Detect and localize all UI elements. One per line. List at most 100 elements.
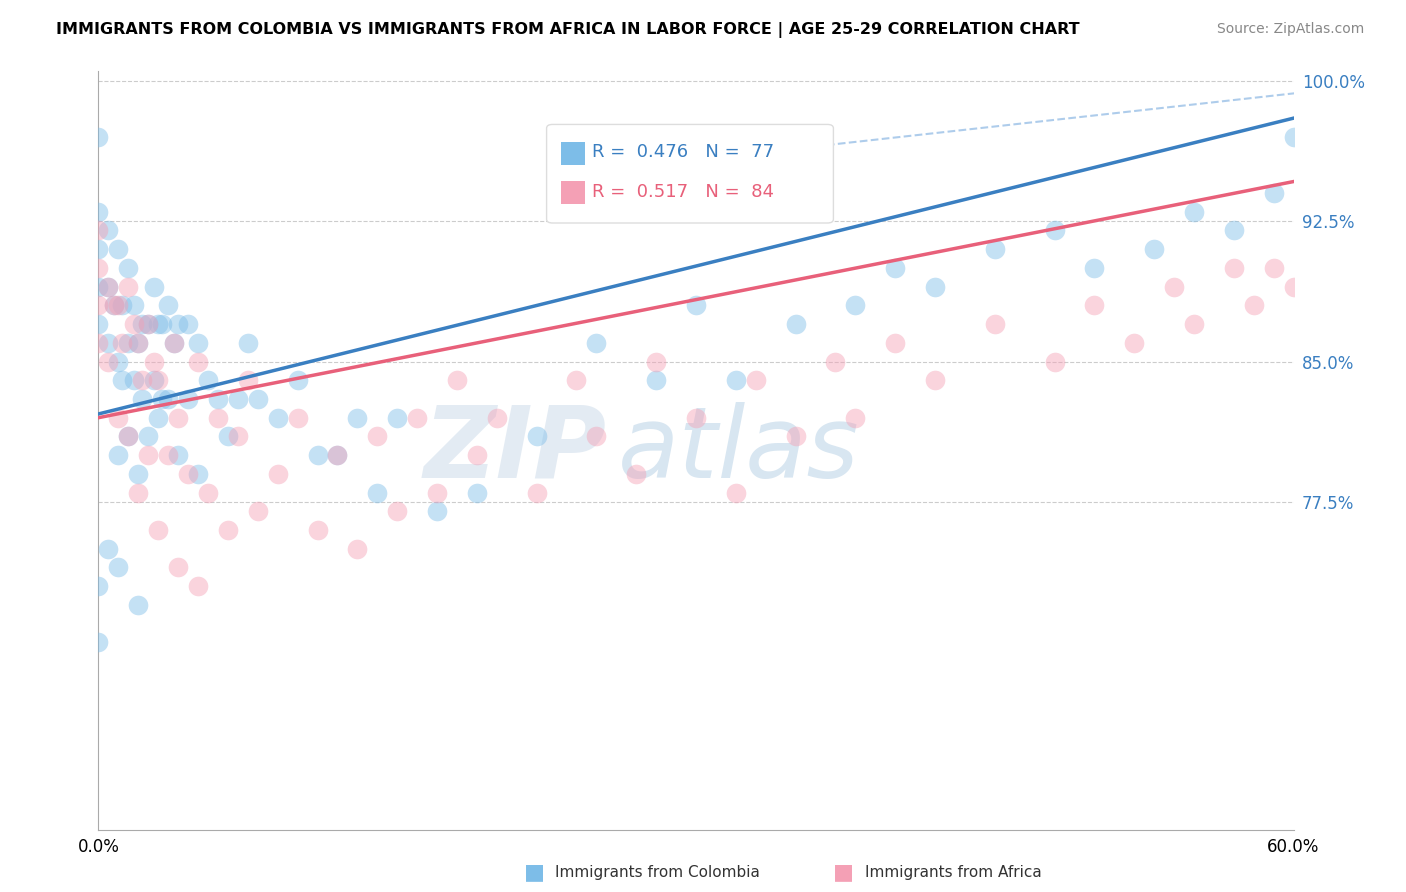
Point <box>785 317 807 331</box>
Point <box>127 335 149 350</box>
Point <box>1043 223 1066 237</box>
Point <box>87 298 110 312</box>
Point <box>97 279 120 293</box>
Point <box>87 204 110 219</box>
Point <box>385 410 409 425</box>
Point <box>267 467 290 481</box>
Point <box>131 373 153 387</box>
Point <box>103 298 125 312</box>
Point <box>217 523 239 537</box>
Text: R =  0.517   N =  84: R = 0.517 N = 84 <box>592 183 773 201</box>
Point <box>157 392 180 406</box>
Point <box>406 410 429 425</box>
Point <box>1343 260 1365 275</box>
Point <box>197 485 219 500</box>
Point <box>984 317 1007 331</box>
Point <box>111 298 134 312</box>
Point <box>167 410 190 425</box>
Point <box>326 448 349 462</box>
Point <box>107 448 129 462</box>
Point <box>685 410 707 425</box>
Point <box>924 279 946 293</box>
Point <box>87 635 110 649</box>
Point <box>307 448 329 462</box>
Point <box>87 223 110 237</box>
Point <box>884 335 907 350</box>
Point <box>1282 129 1305 144</box>
Text: Immigrants from Colombia: Immigrants from Colombia <box>555 865 761 880</box>
Point <box>131 317 153 331</box>
Point <box>136 448 159 462</box>
Point <box>107 410 129 425</box>
Point <box>465 448 488 462</box>
Point <box>111 373 134 387</box>
Point <box>1243 298 1265 312</box>
Point <box>465 485 488 500</box>
Point <box>446 373 468 387</box>
Point <box>87 260 110 275</box>
Point <box>366 485 388 500</box>
Point <box>143 373 166 387</box>
Point <box>585 429 607 443</box>
Text: atlas: atlas <box>619 402 860 499</box>
Point <box>127 467 149 481</box>
Point <box>226 392 249 406</box>
Point <box>1143 242 1166 256</box>
Point <box>1263 186 1285 200</box>
Point <box>187 335 209 350</box>
Point <box>307 523 329 537</box>
Point <box>1083 298 1105 312</box>
Point <box>1182 204 1205 219</box>
Point <box>127 485 149 500</box>
Point <box>177 317 200 331</box>
Point <box>526 429 548 443</box>
Point <box>157 448 180 462</box>
Point <box>197 373 219 387</box>
Point <box>1223 260 1246 275</box>
Point <box>1043 354 1066 368</box>
Text: ■: ■ <box>834 863 853 882</box>
Point <box>626 467 648 481</box>
Point <box>267 410 290 425</box>
Point <box>1123 335 1146 350</box>
Point <box>107 298 129 312</box>
Point <box>150 392 173 406</box>
Point <box>1163 279 1185 293</box>
Point <box>87 579 110 593</box>
Point <box>226 429 249 443</box>
Text: ZIP: ZIP <box>423 402 606 499</box>
Point <box>207 392 229 406</box>
Point <box>117 279 139 293</box>
FancyBboxPatch shape <box>561 181 585 204</box>
Point <box>127 335 149 350</box>
Point <box>844 410 866 425</box>
Point <box>124 317 146 331</box>
Point <box>187 354 209 368</box>
Point <box>150 317 173 331</box>
Point <box>485 410 508 425</box>
Point <box>1083 260 1105 275</box>
Point <box>585 335 607 350</box>
Point <box>984 242 1007 256</box>
Point <box>385 504 409 518</box>
Point <box>1282 279 1305 293</box>
Point <box>236 373 259 387</box>
Point <box>346 410 368 425</box>
Point <box>136 317 159 331</box>
Point <box>177 392 200 406</box>
Point <box>97 354 120 368</box>
Point <box>366 429 388 443</box>
Point <box>163 335 186 350</box>
Point <box>724 373 747 387</box>
Point <box>246 504 269 518</box>
Point <box>148 317 170 331</box>
Point <box>157 298 180 312</box>
Point <box>167 560 190 574</box>
Point <box>724 485 747 500</box>
Point <box>97 279 120 293</box>
Point <box>87 242 110 256</box>
Point <box>127 598 149 612</box>
Point <box>107 354 129 368</box>
Point <box>1182 317 1205 331</box>
Point <box>124 298 146 312</box>
